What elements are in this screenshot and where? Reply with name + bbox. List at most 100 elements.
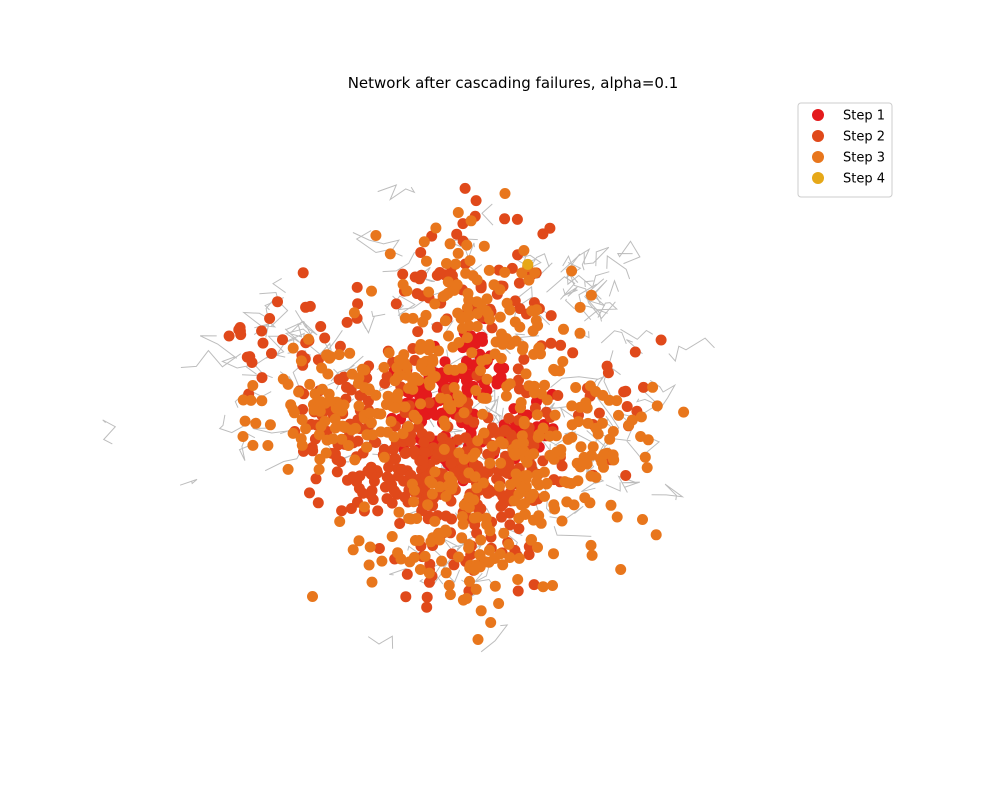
road-segment [179, 478, 198, 486]
failure-point [382, 390, 394, 402]
failure-point [394, 518, 406, 529]
failure-point [421, 255, 432, 267]
road-segment [560, 248, 591, 273]
failure-point [415, 247, 427, 258]
failure-point [544, 449, 556, 461]
failure-point [488, 279, 500, 291]
failure-point [401, 285, 413, 297]
failure-point [341, 381, 352, 393]
road-segment [608, 279, 619, 297]
failure-point [412, 421, 424, 433]
failure-point [510, 476, 522, 487]
failure-point [470, 385, 482, 396]
failure-point [398, 349, 410, 361]
failure-point [321, 349, 333, 361]
failure-point [370, 230, 382, 241]
failure-point [637, 514, 648, 525]
failure-point [393, 506, 405, 518]
series-step-4 [522, 258, 534, 270]
failure-point [596, 456, 608, 468]
failure-point [431, 321, 443, 333]
failure-point [585, 289, 597, 301]
failure-point [528, 579, 540, 591]
road-segment [636, 391, 660, 406]
failure-point [367, 429, 379, 441]
failure-point [504, 487, 516, 499]
road-segment [616, 240, 641, 265]
failure-point [312, 354, 324, 366]
road-segment [359, 316, 375, 335]
failure-point [307, 445, 319, 457]
road-segment [352, 232, 401, 254]
failure-point [469, 471, 481, 483]
failure-point [416, 357, 428, 369]
failure-point [518, 245, 530, 256]
failure-point [459, 182, 471, 194]
failure-point [421, 601, 433, 613]
failure-point [499, 424, 511, 436]
failure-point [256, 395, 268, 407]
failure-point [566, 431, 578, 443]
failure-point [611, 511, 623, 523]
failure-points-layer [223, 182, 690, 645]
failure-point [364, 541, 376, 553]
failure-point [347, 544, 359, 556]
failure-point [421, 591, 433, 603]
failure-point [396, 463, 408, 475]
failure-point [504, 519, 516, 531]
road-segment [617, 475, 640, 493]
failure-point [486, 322, 498, 334]
failure-point [498, 362, 510, 374]
failure-point [470, 195, 482, 207]
failure-point [405, 469, 417, 481]
failure-point [503, 458, 515, 470]
failure-point [444, 238, 456, 250]
failure-point [386, 531, 398, 542]
failure-point [475, 503, 487, 515]
failure-point [481, 373, 493, 385]
failure-point [333, 374, 345, 385]
failure-point [403, 513, 415, 524]
failure-point [438, 443, 450, 455]
failure-point [494, 311, 506, 323]
failure-point [420, 309, 432, 321]
failure-point [493, 598, 505, 609]
failure-point [399, 401, 411, 413]
road-segment [550, 376, 599, 388]
failure-point [287, 342, 299, 354]
failure-point [418, 236, 430, 248]
failure-point [250, 417, 262, 429]
failure-point [378, 361, 390, 373]
failure-point [615, 564, 627, 575]
failure-point [499, 266, 511, 278]
failure-point [388, 485, 400, 497]
failure-point [592, 428, 604, 440]
failure-point [307, 591, 318, 602]
failure-point [468, 494, 480, 506]
failure-point [495, 352, 507, 364]
failure-point [556, 460, 568, 472]
failure-point [351, 281, 363, 293]
failure-point [407, 312, 419, 324]
failure-point [500, 390, 512, 402]
failure-point [272, 296, 283, 308]
legend-marker [812, 151, 824, 163]
failure-point [523, 549, 535, 561]
failure-point [549, 409, 561, 421]
failure-point [513, 277, 525, 289]
failure-point [512, 585, 524, 597]
failure-point [376, 555, 388, 567]
failure-point [514, 321, 526, 333]
failure-point [397, 428, 409, 440]
failure-point [518, 353, 530, 365]
failure-point [611, 395, 623, 407]
failure-point [510, 335, 522, 347]
road-segment [584, 278, 605, 322]
road-segment [480, 624, 509, 653]
failure-point [520, 368, 532, 380]
failure-point [514, 402, 526, 414]
failure-point [419, 550, 431, 562]
failure-point [423, 286, 435, 298]
failure-point [315, 321, 327, 332]
failure-point [601, 360, 613, 372]
